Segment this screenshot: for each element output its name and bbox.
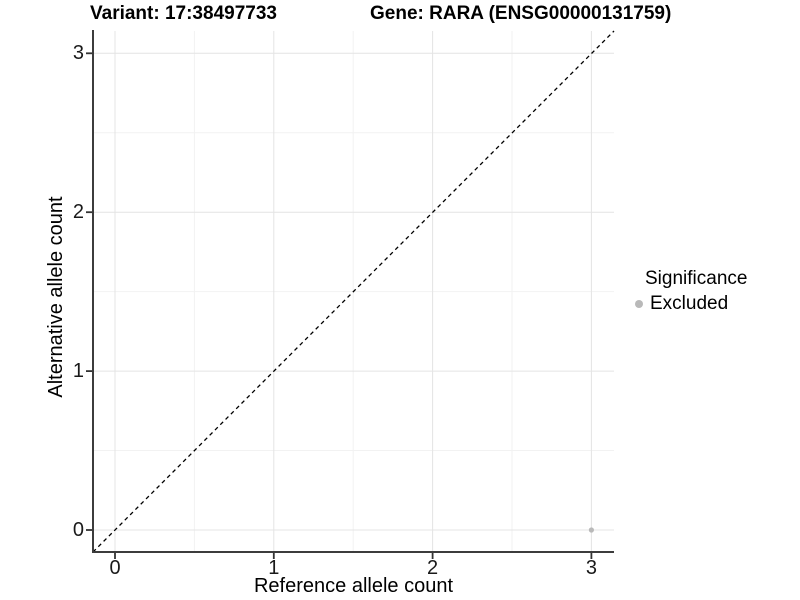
y-tick-label: 2: [72, 201, 84, 224]
y-axis-title: Alternative allele count: [45, 196, 67, 398]
legend-label-excluded: Excluded: [650, 293, 729, 314]
legend: Significance Excluded: [631, 268, 747, 315]
x-axis-title: Reference allele count: [253, 575, 453, 597]
identity-reference-line: [92, 30, 615, 553]
data-point: [588, 527, 595, 533]
legend-title: Significance: [645, 268, 748, 289]
y-tick-label: 1: [72, 360, 84, 383]
plot-title-variant: Variant: 17:38497733: [90, 3, 277, 24]
y-tick-label: 0: [72, 519, 84, 541]
x-tick-label: 3: [585, 557, 597, 579]
plot-title-gene: Gene: RARA (ENSG00000131759): [370, 3, 672, 24]
y-tick-label: 3: [72, 42, 84, 65]
legend-item-excluded: Excluded: [631, 293, 747, 315]
x-tick-label: 0: [109, 557, 121, 579]
x-tick-label: 1: [268, 557, 280, 579]
legend-marker-excluded-icon: [635, 300, 643, 308]
x-tick-label: 2: [427, 557, 439, 579]
